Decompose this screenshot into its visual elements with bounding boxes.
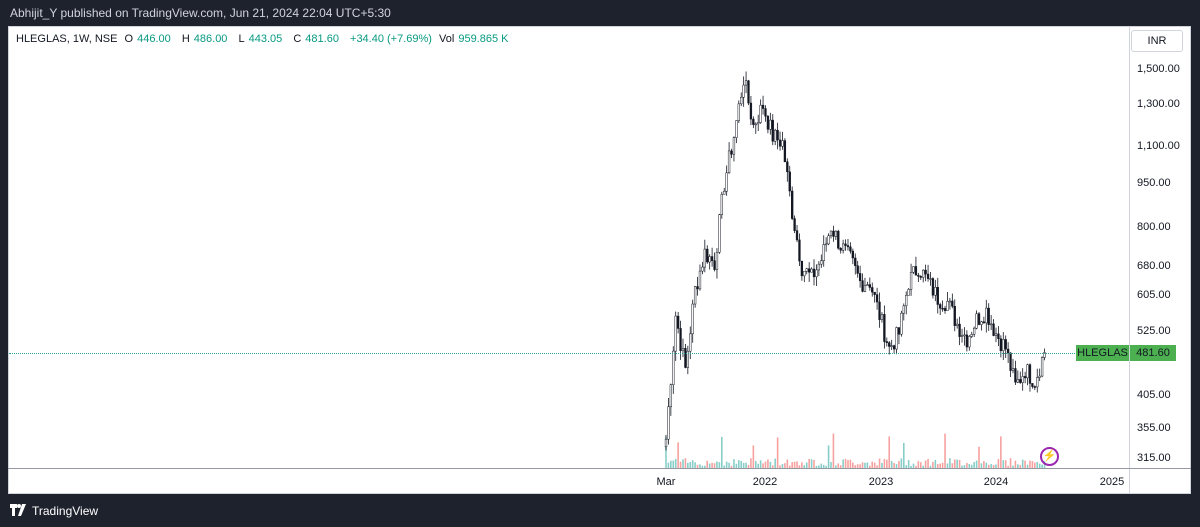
time-tick: Mar xyxy=(656,476,676,488)
price-tick: 525.00 xyxy=(1137,325,1171,337)
price-tick: 800.00 xyxy=(1137,221,1171,233)
lightning-bolt-icon[interactable]: ⚡ xyxy=(1040,447,1059,466)
price-tick: 605.00 xyxy=(1137,289,1171,301)
legend-change: +34.40 (+7.69%) xyxy=(350,33,432,45)
time-tick: 2025 xyxy=(1099,476,1125,488)
legend-open-label: O xyxy=(124,33,134,45)
publish-bar: Abhijit_Y published on TradingView.com, … xyxy=(0,0,1200,26)
legend-vol: 959.865 K xyxy=(458,33,509,45)
footer-brand[interactable]: TradingView xyxy=(32,504,99,518)
chart-frame[interactable] xyxy=(8,26,1191,494)
legend-low-label: L xyxy=(238,33,245,45)
footer-bar: TradingView xyxy=(0,494,1200,527)
last-price-symbol-label: HLEGLAS xyxy=(1076,345,1129,361)
legend-low: 443.05 xyxy=(248,33,283,45)
last-price-value-label: 481.60 xyxy=(1130,345,1176,361)
time-tick: 2023 xyxy=(868,476,894,488)
price-tick: 355.00 xyxy=(1137,422,1171,434)
price-tick: 315.00 xyxy=(1137,452,1171,464)
time-tick: 2022 xyxy=(752,476,778,488)
price-tick: 1,300.00 xyxy=(1137,98,1180,110)
currency-button[interactable]: INR xyxy=(1131,30,1183,52)
legend-vol-label: Vol xyxy=(439,33,455,45)
price-tick: 1,100.00 xyxy=(1137,140,1180,152)
price-tick: 1,500.00 xyxy=(1137,63,1180,75)
legend-symbol[interactable]: HLEGLAS, 1W, NSE xyxy=(16,33,118,45)
publish-info: Abhijit_Y published on TradingView.com, … xyxy=(10,6,391,20)
legend-high: 486.00 xyxy=(193,33,228,45)
legend-close-label: C xyxy=(293,33,302,45)
time-axis-divider xyxy=(8,468,1191,469)
ohlc-legend: HLEGLAS, 1W, NSE O 446.00 H 486.00 L 443.05… xyxy=(16,33,516,45)
legend-open: 446.00 xyxy=(137,33,171,45)
tradingview-logo-icon[interactable] xyxy=(10,504,28,516)
price-axis-divider xyxy=(1129,26,1130,494)
legend-close: 481.60 xyxy=(305,33,339,45)
price-tick: 405.00 xyxy=(1137,389,1171,401)
last-price-line xyxy=(9,353,1129,354)
time-tick: 2024 xyxy=(983,476,1009,488)
price-tick: 950.00 xyxy=(1137,177,1171,189)
legend-high-label: H xyxy=(181,33,190,45)
price-tick: 680.00 xyxy=(1137,260,1171,272)
